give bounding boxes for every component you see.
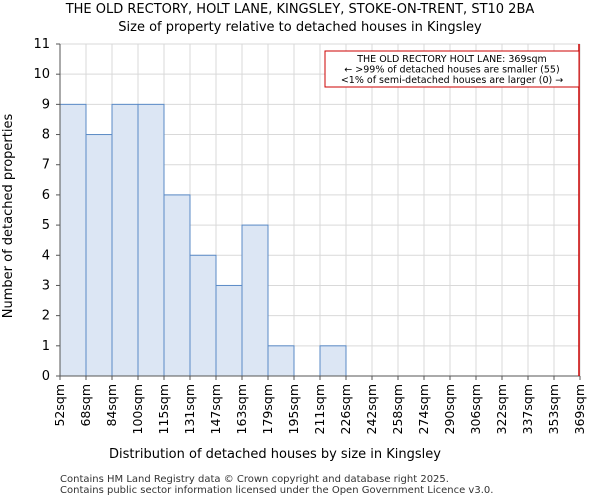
footer-licence: Contains public sector information licen… (60, 485, 494, 496)
annotation-line: THE OLD RECTORY HOLT LANE: 369sqm (356, 54, 547, 65)
x-tick-label: 353sqm (546, 384, 561, 434)
y-tick-label: 5 (42, 218, 50, 233)
x-tick-label: 147sqm (208, 384, 223, 434)
x-tick-label: 84sqm (104, 384, 119, 427)
histogram-bar (189, 254, 217, 377)
histogram-bar (59, 103, 87, 377)
x-tick-label: 179sqm (260, 384, 275, 434)
x-tick-label: 322sqm (494, 384, 509, 434)
x-tick-label: 242sqm (364, 384, 379, 434)
annotation-line: <1% of semi-detached houses are larger (… (341, 75, 563, 86)
x-tick-label: 131sqm (182, 384, 197, 434)
y-tick-label: 0 (42, 369, 50, 384)
x-tick-label: 68sqm (78, 384, 93, 427)
x-tick-label: 100sqm (130, 384, 145, 434)
x-tick-label: 211sqm (312, 384, 327, 434)
y-tick-label: 9 (42, 97, 50, 112)
histogram-bar (85, 134, 113, 377)
x-tick-label: 290sqm (442, 384, 457, 434)
x-tick-label: 163sqm (234, 384, 249, 434)
y-axis-title: Number of detached properties (1, 114, 16, 319)
histogram-bar (267, 345, 295, 377)
x-tick-label: 226sqm (338, 384, 353, 434)
y-tick-label: 11 (33, 37, 50, 52)
y-tick-label: 10 (33, 67, 50, 82)
histogram-bar (137, 103, 165, 377)
histogram-bar (163, 194, 191, 377)
x-tick-label: 52sqm (52, 384, 67, 427)
x-tick-label: 306sqm (468, 384, 483, 434)
histogram-bar (319, 345, 347, 377)
y-tick-label: 8 (42, 128, 50, 143)
footer-copyright: Contains HM Land Registry data © Crown c… (60, 474, 449, 485)
chart-subtitle: Size of property relative to detached ho… (118, 20, 482, 35)
histogram-bar (241, 224, 269, 377)
annotation-line: ← >99% of detached houses are smaller (5… (344, 65, 559, 76)
chart-title: THE OLD RECTORY, HOLT LANE, KINGSLEY, ST… (65, 2, 535, 17)
x-tick-label: 258sqm (390, 384, 405, 434)
x-tick-label: 274sqm (416, 384, 431, 434)
annotation-box (324, 50, 580, 88)
x-tick-label: 195sqm (286, 384, 301, 434)
y-tick-label: 6 (42, 188, 50, 203)
x-axis-title: Distribution of detached houses by size … (109, 447, 441, 462)
x-tick-label: 369sqm (572, 384, 587, 434)
histogram-bar (215, 284, 243, 377)
x-tick-label: 115sqm (156, 384, 171, 434)
y-tick-label: 2 (42, 309, 50, 324)
y-tick-label: 4 (42, 248, 50, 263)
histogram-bar (111, 103, 139, 377)
y-tick-label: 7 (42, 158, 50, 173)
y-tick-label: 1 (42, 339, 50, 354)
x-tick-label: 337sqm (520, 384, 535, 434)
y-tick-label: 3 (42, 278, 50, 293)
